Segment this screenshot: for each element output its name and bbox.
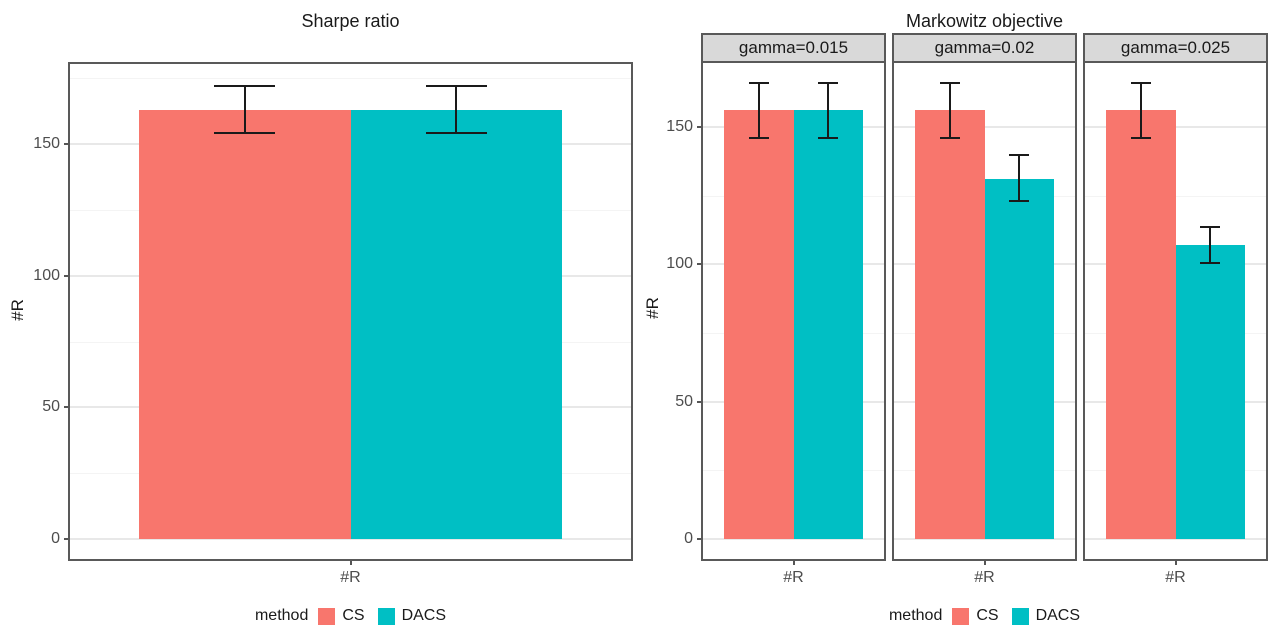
y-tick-label: 100 xyxy=(33,266,60,284)
error-bar-cap-top xyxy=(214,84,276,87)
x-tick-mark xyxy=(983,561,986,565)
x-tick-label: #R xyxy=(783,569,804,586)
x-tick-label: #R xyxy=(974,569,995,586)
grid-major-line xyxy=(892,125,1077,128)
y-tick-mark xyxy=(697,538,701,541)
error-bar-cap-top xyxy=(1130,81,1151,84)
grid-major-line xyxy=(701,538,886,541)
legend-swatch-dacs xyxy=(377,607,395,625)
grid-major-line xyxy=(1083,538,1268,541)
y-tick-mark xyxy=(697,400,701,403)
bar-dacs xyxy=(984,179,1054,539)
plot-title-markowitz: Markowitz objective xyxy=(905,11,1064,31)
error-bar-cap-bottom xyxy=(1200,262,1221,265)
plot-title-sharpe: Sharpe ratio xyxy=(301,11,400,31)
error-bar-cap-top xyxy=(939,81,960,84)
error-bar-cap-top xyxy=(748,81,769,84)
error-bar-line xyxy=(757,81,760,140)
y-tick-label: 150 xyxy=(33,135,60,153)
error-bar-cap-bottom xyxy=(748,137,769,140)
error-bar-line xyxy=(1209,225,1212,265)
legend-label-dacs: DACS xyxy=(401,607,447,624)
error-bar-cap-top xyxy=(1200,225,1221,228)
x-tick-mark xyxy=(792,561,795,565)
error-bar-line xyxy=(455,84,458,134)
bar-cs xyxy=(1106,110,1176,539)
y-tick-mark xyxy=(64,537,68,540)
legend-title: method xyxy=(888,607,943,624)
bar-cs xyxy=(724,110,794,539)
legend-label-dacs: DACS xyxy=(1035,607,1081,624)
y-tick-mark xyxy=(697,125,701,128)
y-tick-label: 50 xyxy=(42,398,60,416)
error-bar-cap-top xyxy=(1009,154,1030,157)
legend-swatch-cs xyxy=(952,607,970,625)
error-bar-line xyxy=(948,81,951,140)
x-tick-label: #R xyxy=(340,569,361,586)
x-tick-mark xyxy=(349,561,352,565)
bar-dacs xyxy=(350,109,563,539)
facet-strip: gamma=0.015 xyxy=(701,33,886,63)
error-bar-line xyxy=(1139,81,1142,140)
grid-minor-line xyxy=(1083,195,1268,197)
facet-strip: gamma=0.025 xyxy=(1083,33,1268,63)
y-axis-title-left: #R xyxy=(8,299,27,321)
y-tick-label: 50 xyxy=(675,392,693,410)
error-bar-cap-top xyxy=(425,84,487,87)
bar-dacs xyxy=(1175,245,1245,540)
y-tick-mark xyxy=(697,263,701,266)
y-tick-mark xyxy=(64,143,68,146)
y-axis-title-right: #R xyxy=(643,297,662,319)
error-bar-line xyxy=(243,84,246,134)
bar-cs xyxy=(138,109,351,539)
legend-title: method xyxy=(254,607,309,624)
error-bar-line xyxy=(827,81,830,140)
error-bar-line xyxy=(1018,154,1021,203)
y-tick-mark xyxy=(64,406,68,409)
facet-strip: gamma=0.02 xyxy=(892,33,1077,63)
y-tick-label: 0 xyxy=(51,529,60,547)
grid-major-line xyxy=(892,538,1077,541)
y-tick-mark xyxy=(64,274,68,277)
legend-swatch-cs xyxy=(318,607,336,625)
grid-major-line xyxy=(68,537,633,540)
error-bar-cap-bottom xyxy=(1130,137,1151,140)
x-tick-label: #R xyxy=(1165,569,1186,586)
grid-major-line xyxy=(1083,125,1268,128)
legend-label-cs: CS xyxy=(976,607,999,624)
error-bar-cap-bottom xyxy=(425,131,487,134)
legend-swatch-dacs xyxy=(1011,607,1029,625)
grid-minor-line xyxy=(68,78,633,80)
y-tick-label: 0 xyxy=(684,530,693,548)
legend-right: method CS DACS xyxy=(701,601,1268,631)
bar-cs xyxy=(915,110,985,539)
legend-label-cs: CS xyxy=(342,607,365,624)
x-tick-mark xyxy=(1174,561,1177,565)
error-bar-cap-bottom xyxy=(939,137,960,140)
bar-dacs xyxy=(793,110,863,539)
error-bar-cap-bottom xyxy=(818,137,839,140)
y-tick-label: 150 xyxy=(666,117,693,135)
error-bar-cap-bottom xyxy=(1009,200,1030,203)
legend-left: method CS DACS xyxy=(68,601,633,631)
y-tick-label: 100 xyxy=(666,255,693,273)
error-bar-cap-bottom xyxy=(214,131,276,134)
error-bar-cap-top xyxy=(818,81,839,84)
